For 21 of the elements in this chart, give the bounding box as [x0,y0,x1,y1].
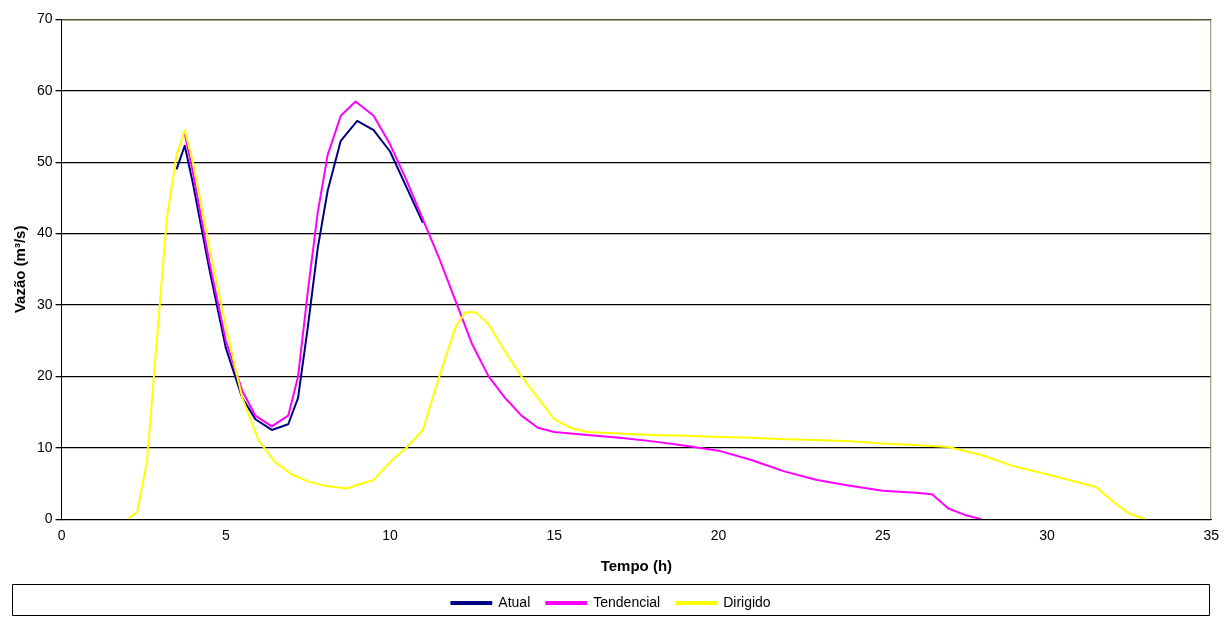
x-axis-title: Tempo (h) [600,557,673,575]
legend-label: Atual [498,593,531,610]
x-tick-label: 30 [1039,527,1055,544]
y-tick-label: 40 [36,224,53,241]
x-tick-label: 10 [382,527,399,544]
y-tick-label: 20 [36,367,53,384]
y-tick-label: 50 [36,153,53,170]
y-tick-label: 0 [44,510,53,527]
x-tick-label: 15 [546,527,563,544]
y-tick-label: 30 [36,295,53,312]
y-tick-label: 10 [36,438,53,455]
x-tick-label: 25 [874,527,891,544]
x-tick-label: 35 [1203,527,1220,544]
legend-label: Dirigido [723,593,771,610]
y-axis-title: Vazão (m³/s) [11,225,29,314]
x-tick-label: 0 [57,527,66,544]
y-tick-label: 70 [36,10,53,27]
y-tick-label: 60 [36,81,53,98]
x-tick-label: 5 [221,527,230,544]
x-tick-label: 20 [710,527,727,544]
legend-label: Tendencial [593,593,661,610]
